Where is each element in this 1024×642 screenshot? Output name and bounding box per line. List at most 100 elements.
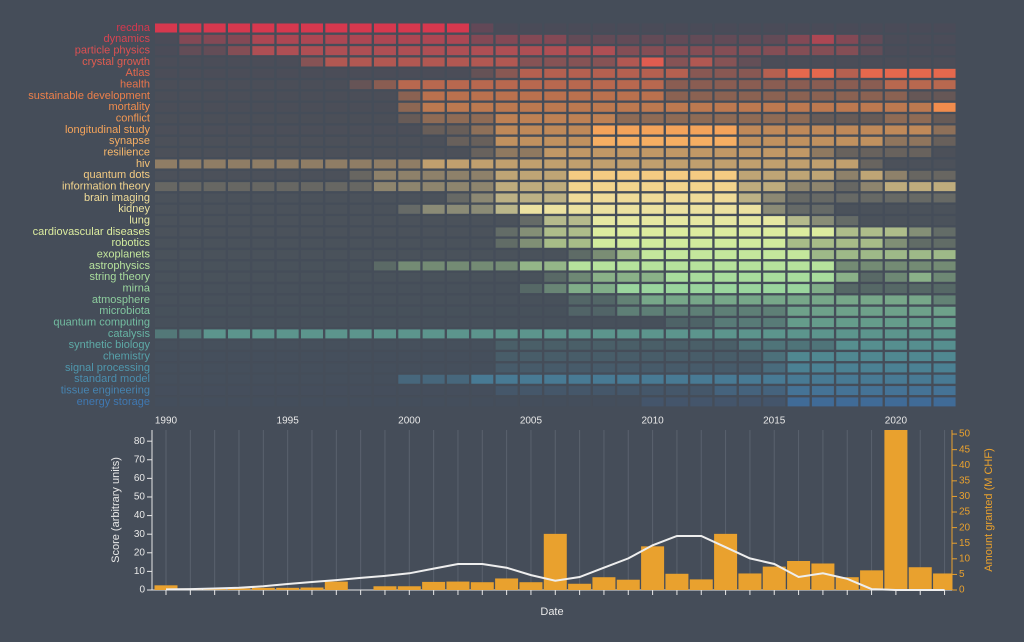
heat-cell <box>690 352 713 362</box>
heat-cell <box>349 295 372 305</box>
heat-cell <box>422 80 445 90</box>
heat-cell <box>446 306 469 316</box>
heat-cell <box>836 216 859 226</box>
bar <box>470 582 494 590</box>
heat-cell <box>398 68 421 78</box>
heat-cell <box>568 363 591 373</box>
heat-cell <box>349 374 372 384</box>
heat-cell <box>592 193 615 203</box>
heat-cell <box>471 204 494 214</box>
heat-cell <box>471 34 494 44</box>
heat-cell <box>787 80 810 90</box>
heat-cell <box>568 238 591 248</box>
heat-cell <box>203 136 226 146</box>
heat-cell <box>641 23 664 33</box>
heat-cell <box>617 386 640 396</box>
heat-cell <box>641 216 664 226</box>
heat-cell <box>592 374 615 384</box>
heat-cell <box>471 125 494 135</box>
heat-cell <box>860 227 883 237</box>
heat-cell <box>300 261 323 271</box>
heat-cell <box>203 148 226 158</box>
row-label: hiv <box>136 158 151 170</box>
heat-cell <box>933 306 956 316</box>
heat-cell <box>860 329 883 339</box>
heat-cell <box>179 182 202 192</box>
row-label: chemistry <box>103 350 151 362</box>
heat-cell <box>933 272 956 282</box>
heat-cell <box>544 272 567 282</box>
heat-cell <box>568 193 591 203</box>
heat-cell <box>690 125 713 135</box>
heat-cell <box>519 125 542 135</box>
heat-cell <box>787 216 810 226</box>
heat-cell <box>763 182 786 192</box>
heat-cell <box>884 238 907 248</box>
heat-cell <box>690 182 713 192</box>
heat-cell <box>373 114 396 124</box>
heat-cell <box>909 318 932 328</box>
heat-cell <box>933 295 956 305</box>
row-label: dynamics <box>104 33 151 45</box>
heat-cell <box>909 57 932 67</box>
heat-cell <box>787 272 810 282</box>
heat-cell <box>349 159 372 169</box>
heat-cell <box>884 386 907 396</box>
heat-cell <box>276 114 299 124</box>
heat-cell <box>203 261 226 271</box>
heat-cell <box>398 306 421 316</box>
heat-cell <box>909 374 932 384</box>
heat-cell <box>884 204 907 214</box>
heat-cell <box>714 57 737 67</box>
heat-cell <box>349 136 372 146</box>
row-label: Atlas <box>126 67 151 79</box>
heat-cell <box>665 318 688 328</box>
heat-cell <box>836 272 859 282</box>
heat-cell <box>836 397 859 407</box>
heat-cell <box>519 284 542 294</box>
heat-cell <box>398 159 421 169</box>
heat-cell <box>568 34 591 44</box>
heat-cell <box>641 284 664 294</box>
heat-cell <box>155 148 177 158</box>
heat-cell <box>300 397 323 407</box>
heat-cell <box>446 374 469 384</box>
heat-cell <box>252 261 275 271</box>
heat-cell <box>471 102 494 112</box>
heat-cell <box>179 159 202 169</box>
heat-cell <box>325 23 348 33</box>
bar <box>154 585 178 590</box>
heat-cell <box>690 306 713 316</box>
heat-cell <box>471 182 494 192</box>
heat-cell <box>665 91 688 101</box>
heat-cell <box>884 216 907 226</box>
heat-cell <box>714 125 737 135</box>
heat-cell <box>203 34 226 44</box>
heat-cell <box>422 272 445 282</box>
heat-cell <box>592 125 615 135</box>
heat-cell <box>544 80 567 90</box>
heat-cell <box>860 80 883 90</box>
heat-cell <box>471 57 494 67</box>
heat-cell <box>276 125 299 135</box>
heat-cell <box>300 182 323 192</box>
heat-cell <box>568 352 591 362</box>
y-tick-label: 70 <box>134 454 146 465</box>
heat-cell <box>763 204 786 214</box>
heat-cell <box>763 261 786 271</box>
heat-cell <box>738 295 761 305</box>
heat-cell <box>325 261 348 271</box>
heat-cell <box>909 114 932 124</box>
heat-cell <box>495 386 518 396</box>
heat-cell <box>836 295 859 305</box>
heat-cell <box>203 306 226 316</box>
heat-cell <box>690 386 713 396</box>
heat-cell <box>227 34 250 44</box>
heat-cell <box>252 114 275 124</box>
row-label: information theory <box>62 181 151 193</box>
heat-cell <box>422 193 445 203</box>
x-tick-label: 2005 <box>520 416 543 427</box>
heat-cell <box>203 159 226 169</box>
heat-cell <box>690 363 713 373</box>
